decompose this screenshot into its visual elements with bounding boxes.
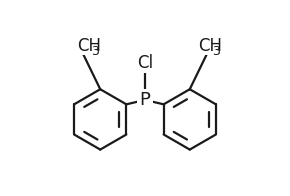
Text: 3: 3 <box>213 45 220 58</box>
Text: CH: CH <box>199 37 222 55</box>
Text: Cl: Cl <box>137 54 153 72</box>
Text: CH: CH <box>77 37 101 55</box>
Text: P: P <box>139 91 151 109</box>
Text: 3: 3 <box>91 45 99 58</box>
